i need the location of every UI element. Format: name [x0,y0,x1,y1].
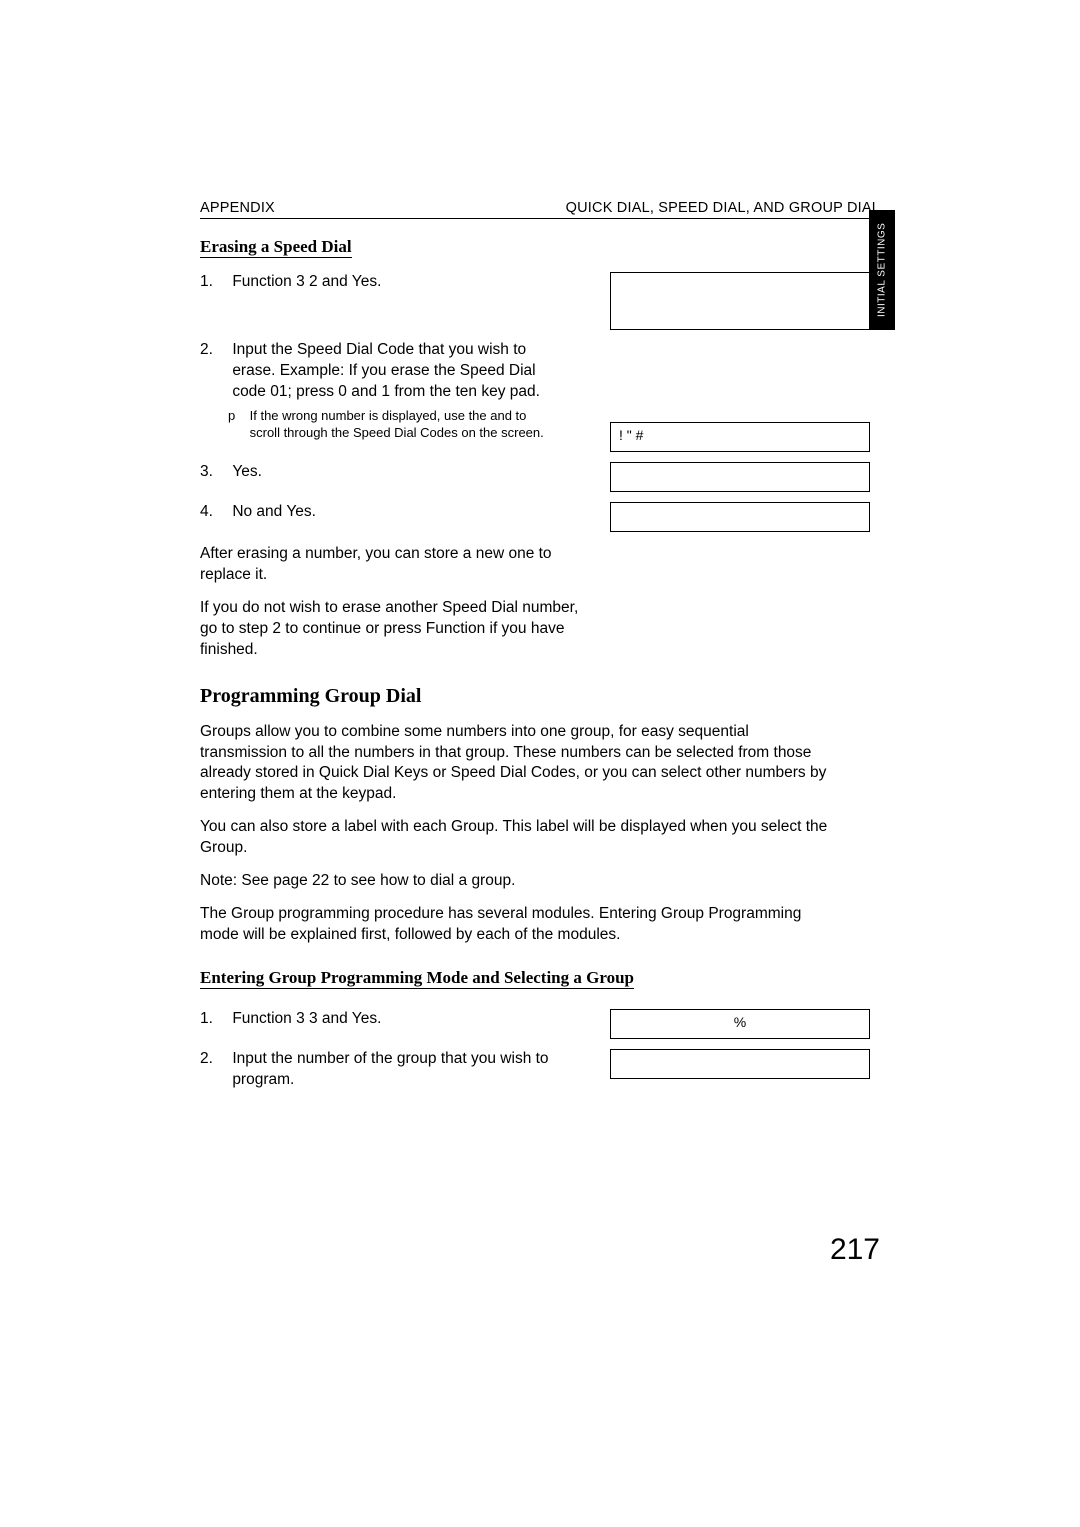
page-header: APPENDIX QUICK DIAL, SPEED DIAL, AND GRO… [200,200,880,219]
header-right: QUICK DIAL, SPEED DIAL, AND GROUP DIAL [566,200,880,216]
side-tab: INITIAL SETTINGS [869,210,895,330]
step-num: 1. [200,272,228,293]
step-num: 3. [200,462,228,483]
erase-step-1: 1. Function 3 2 and Yes. [200,272,580,293]
step-num: 4. [200,502,228,523]
display-box-4 [610,502,870,532]
page-number: 217 [830,1233,880,1267]
erase-step-3: 3. Yes. [200,462,580,483]
step-text: No and Yes. [232,502,572,523]
erase-step-4: 4. No and Yes. [200,502,580,523]
group-title: Programming Group Dial [200,685,880,708]
display-box-g1: % [610,1009,870,1039]
step-text: Input the number of the group that you w… [232,1049,572,1091]
display-box-2: ! " # [610,422,870,452]
display-box-1 [610,272,870,330]
erase-step-2-sub: p If the wrong number is displayed, use … [228,407,580,442]
display-box-g2 [610,1049,870,1079]
sub-bullet: p [228,407,246,425]
erase-step-2: 2. Input the Speed Dial Code that you wi… [200,340,580,442]
step-num: 1. [200,1009,228,1030]
erase-after-2: If you do not wish to erase another Spee… [200,598,580,661]
group-p3: The Group programming procedure has seve… [200,904,840,946]
sub-text: If the wrong number is displayed, use th… [250,407,550,442]
group-step-2: 2. Input the number of the group that yo… [200,1049,580,1091]
step-text: Input the Speed Dial Code that you wish … [232,340,572,403]
step-text: Function 3 3 and Yes. [232,1009,572,1030]
erase-title: Erasing a Speed Dial [200,237,352,258]
group-p1: Groups allow you to combine some numbers… [200,722,840,806]
step-num: 2. [200,340,228,361]
step-text: Function 3 2 and Yes. [232,272,572,293]
display-box-3 [610,462,870,492]
erase-after-1: After erasing a number, you can store a … [200,544,580,586]
step-num: 2. [200,1049,228,1070]
group-p2: You can also store a label with each Gro… [200,817,840,859]
group-note: Note: See page 22 to see how to dial a g… [200,871,840,892]
step-text: Yes. [232,462,572,483]
group-subtitle: Entering Group Programming Mode and Sele… [200,968,634,989]
header-left: APPENDIX [200,200,275,216]
group-step-1: 1. Function 3 3 and Yes. [200,1009,580,1030]
